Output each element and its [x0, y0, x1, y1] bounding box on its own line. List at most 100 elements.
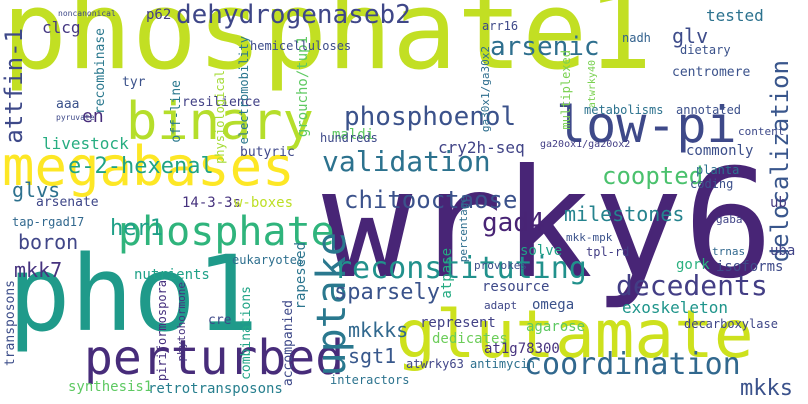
- word-coordination: coordination: [524, 347, 741, 382]
- word-solve: solve: [520, 243, 563, 259]
- word-tyr: tyr: [122, 75, 146, 90]
- word-resource: resource: [482, 279, 550, 295]
- word-milestones: milestones: [564, 202, 685, 226]
- word-livestock: livestock: [42, 134, 129, 153]
- word-perturbed: perturbed: [84, 330, 345, 386]
- word-decarboxylase: decarboxylase: [684, 317, 778, 331]
- word-atwrky63: atwrky63: [406, 357, 464, 371]
- word-represent: represent: [420, 315, 496, 331]
- word-antimycin: antimycin: [470, 357, 536, 371]
- word-planta: planta: [696, 163, 740, 177]
- word-tested: tested: [706, 6, 764, 25]
- word-content: content: [738, 125, 785, 138]
- word-chitooctaose: chitooctaose: [344, 186, 518, 214]
- word-phosphate1: phosphate1: [2, 0, 653, 94]
- word-pho1: pho1: [8, 233, 259, 355]
- word-noncanonical: noncanonical: [58, 9, 116, 18]
- word-transposons: transposons: [3, 280, 18, 367]
- word-pyruvate: pyruvate: [56, 113, 95, 122]
- word-combinations: combinations: [239, 286, 254, 380]
- word-hundreds: hundreds: [320, 131, 378, 145]
- word-en: en: [82, 106, 104, 127]
- word-e-2-hexenal: e-2-hexenal: [68, 154, 214, 179]
- word-atpase: atpase: [439, 248, 455, 299]
- word-maldi: maldi: [332, 127, 375, 143]
- word-synthesis1: synthesis1: [68, 379, 153, 395]
- word-w-boxes: w-boxes: [234, 195, 294, 211]
- word-decedents: decedents: [616, 269, 768, 302]
- word-ub: ub: [770, 195, 787, 211]
- word-arsenate: arsenate: [36, 195, 99, 210]
- word-physiological: physiological: [213, 70, 227, 164]
- word-dehydrogenaseb2: dehydrogenaseb2: [176, 0, 411, 30]
- word-mkks: mkks: [740, 376, 793, 401]
- word-butyric: butyric: [240, 145, 295, 160]
- word-14-3-3s: 14-3-3s: [182, 195, 242, 211]
- word-ga30x1-ga30x2: ga30x1/ga30x2: [479, 46, 492, 133]
- word-dedicates: dedicates: [432, 331, 508, 347]
- word-aaa: aaa: [56, 97, 80, 112]
- word-off-line: off-line: [169, 80, 184, 143]
- word-coding: coding: [690, 177, 734, 191]
- word-boron: boron: [18, 230, 79, 254]
- word-commonly: commonly: [686, 143, 754, 159]
- word-low-pi: low-pi: [556, 96, 737, 154]
- word-her1: her1: [110, 216, 163, 241]
- word-megabases: megabases: [2, 135, 295, 198]
- word-gaba: gaba: [716, 213, 743, 226]
- word-phosphate: phosphate: [118, 209, 335, 255]
- word-rapeseed: rapeseed: [293, 242, 309, 310]
- word-multiplexed: multiplexed: [559, 50, 573, 130]
- word-binary: binary: [126, 92, 314, 152]
- word-nutrients: nutrients: [134, 267, 210, 283]
- word-gad4: gad4: [482, 208, 545, 238]
- word-exoskeleton: exoskeleton: [622, 298, 728, 317]
- word-glutamate: glutamate: [396, 296, 754, 373]
- word-glvs: glvs: [12, 178, 61, 202]
- word-trnas: trnas: [712, 245, 746, 258]
- word-reconstituting: reconstituting: [334, 251, 587, 286]
- word-retrotransposons: retrotransposons: [148, 381, 283, 397]
- word-wrky6: wrky6: [322, 138, 774, 312]
- word-attfin-1: attfin-1: [0, 28, 28, 144]
- word-adapt: adapt: [484, 299, 518, 312]
- word-resilience: resilience: [182, 95, 261, 110]
- word-validation: validation: [322, 145, 491, 178]
- word-electromobility: electromobility: [237, 36, 251, 145]
- word-annotated: annotated: [676, 103, 742, 117]
- word-clcg: clcg: [42, 18, 81, 37]
- word-sparsely: sparsely: [334, 280, 440, 305]
- word-arr16: arr16: [482, 19, 519, 33]
- word-hemicelluloses: hemicelluloses: [250, 39, 352, 53]
- word-mkkks: mkkks: [348, 318, 409, 342]
- word-at1g78300: at1g78300: [484, 341, 560, 357]
- word-glv: glv: [672, 24, 709, 48]
- word-p62: p62: [146, 7, 172, 23]
- word-metabolisms: metabolisms: [584, 103, 664, 117]
- word-atwrky40: atwrky40: [587, 60, 598, 109]
- word-accompanied: accompanied: [281, 300, 296, 387]
- word-piriformospora: piriformospora: [155, 280, 169, 382]
- word-mkk-mpk: mkk-mpk: [566, 231, 613, 244]
- word-phosphoenol: phosphoenol: [344, 102, 517, 132]
- word-agarose: agarose: [526, 319, 586, 335]
- word-percentage: percentage: [457, 196, 470, 263]
- word-mkk7: mkk7: [14, 258, 63, 282]
- word-uba: uba: [770, 243, 796, 259]
- word-nadh: nadh: [622, 31, 651, 45]
- word-isoforms: isoforms: [716, 259, 784, 275]
- word-interactors: interactors: [330, 373, 410, 387]
- word-ga20ox1-ga20ox2: ga20ox1/ga20ox2: [540, 139, 631, 150]
- word-dietary: dietary: [680, 43, 731, 57]
- word-gork: gork: [676, 257, 710, 273]
- word-tpl-rd: tpl-rd: [586, 245, 630, 259]
- word-recombinase: recombinase: [93, 28, 108, 115]
- word-cry2h-seq: cry2h-seq: [438, 138, 525, 157]
- word-cre: cre: [208, 313, 232, 328]
- word-arsenic: arsenic: [490, 32, 600, 62]
- word-centromere: centromere: [672, 65, 751, 80]
- word-provokes: provokes: [474, 259, 527, 272]
- word-tap-rgad17: tap-rgad17: [12, 215, 85, 229]
- word-omega: omega: [532, 297, 575, 313]
